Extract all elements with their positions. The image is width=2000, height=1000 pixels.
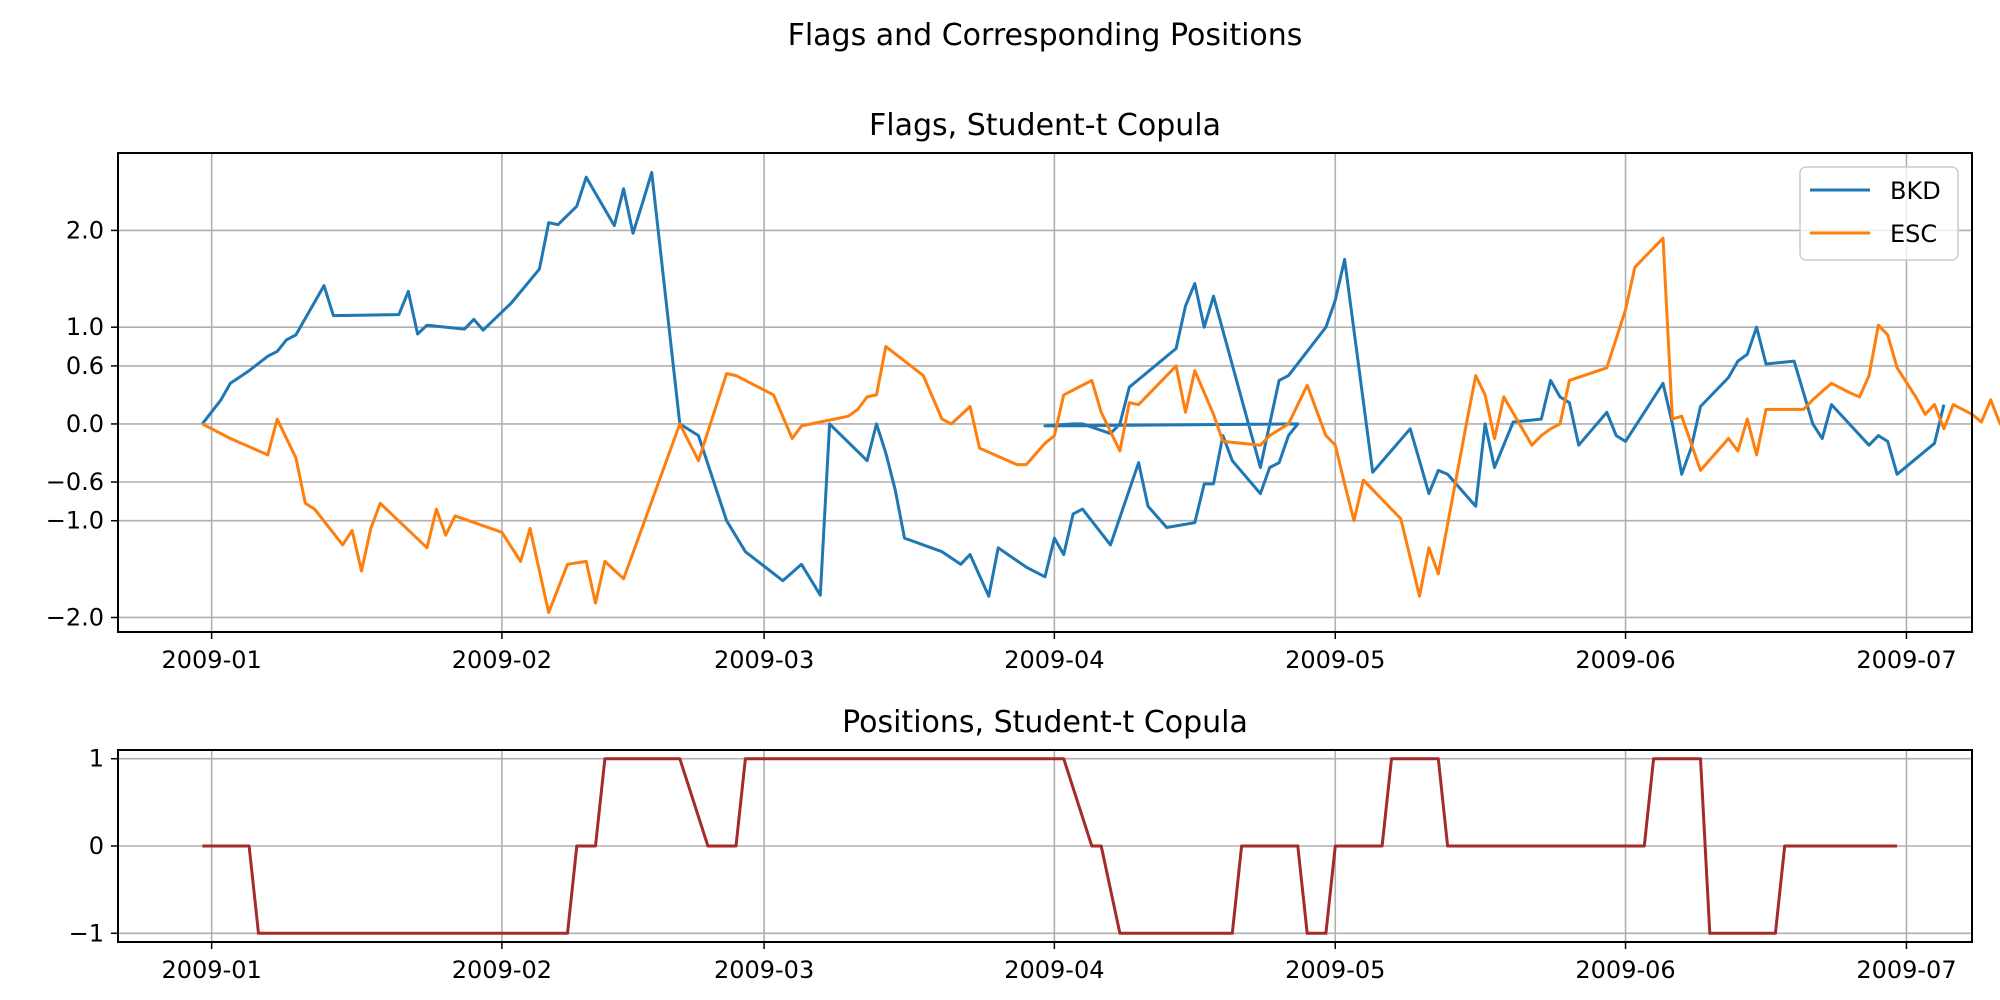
positions-y-tick-label: 1 [89, 745, 104, 773]
positions-x-tick-labels: 2009-01 2009-02 2009-03 2009-04 2009-05 2009-… [161, 942, 1957, 984]
positions-series-lines [202, 757, 1898, 935]
flags-series-line-esc [201, 236, 2000, 615]
flags-chart-title: Flags, Student-t Copula [869, 108, 1221, 143]
positions-series-line-position [202, 757, 1898, 935]
positions-x-tick-label: 2009-05 [1285, 956, 1385, 984]
positions-chart-title: Positions, Student-t Copula [842, 705, 1248, 740]
positions-y-tick-label: 0 [89, 832, 104, 860]
flags-y-tick-label: 2.0 [66, 216, 104, 244]
positions-x-tick-label: 2009-07 [1856, 956, 1956, 984]
positions-x-tick-label: 2009-02 [452, 956, 552, 984]
legend-label-esc: ESC [1890, 220, 1937, 248]
flags-x-tick-labels: 2009-01 2009-02 2009-03 2009-04 2009-05 2009-… [161, 632, 1957, 674]
flags-x-tick-label: 2009-07 [1856, 646, 1956, 674]
legend-label-bkd: BKD [1890, 177, 1941, 205]
flags-y-tick-label: 1.0 [66, 313, 104, 341]
flags-gridlines [118, 153, 1972, 632]
flags-x-tick-label: 2009-03 [714, 646, 814, 674]
flags-x-tick-label: 2009-05 [1285, 646, 1385, 674]
flags-chart: Flags, Student-t Copula −2.0 −1.0 −0.6 0.0 0… [46, 108, 2000, 674]
positions-x-tick-label: 2009-01 [161, 956, 261, 984]
positions-chart: Positions, Student-t Copula −1 0 1 2009-01… [69, 705, 1973, 984]
flags-y-tick-label: 0.6 [66, 352, 104, 380]
flags-y-tick-label: −0.6 [46, 468, 104, 496]
flags-series-line-bkd [201, 170, 1946, 598]
flags-y-tick-label: 0.0 [66, 410, 104, 438]
flags-x-tick-label: 2009-01 [161, 646, 261, 674]
flags-x-tick-label: 2009-02 [452, 646, 552, 674]
flags-x-tick-label: 2009-04 [1004, 646, 1104, 674]
flags-axes-frame [117, 152, 1973, 633]
positions-y-tick-label: −1 [69, 919, 104, 947]
figure-title: Flags and Corresponding Positions [788, 18, 1303, 53]
flags-series-lines [201, 170, 2000, 615]
positions-x-tick-label: 2009-03 [714, 956, 814, 984]
flags-y-tick-label: −1.0 [46, 507, 104, 535]
flags-legend: BKD ESC [1799, 166, 1959, 261]
flags-y-tick-labels: −2.0 −1.0 −0.6 0.0 0.6 1.0 2.0 [46, 216, 118, 631]
positions-x-tick-label: 2009-04 [1004, 956, 1104, 984]
positions-x-tick-label: 2009-06 [1575, 956, 1675, 984]
flags-y-tick-label: −2.0 [46, 603, 104, 631]
flags-x-tick-label: 2009-06 [1575, 646, 1675, 674]
positions-gridlines [118, 750, 1972, 942]
positions-y-tick-labels: −1 0 1 [69, 745, 118, 947]
